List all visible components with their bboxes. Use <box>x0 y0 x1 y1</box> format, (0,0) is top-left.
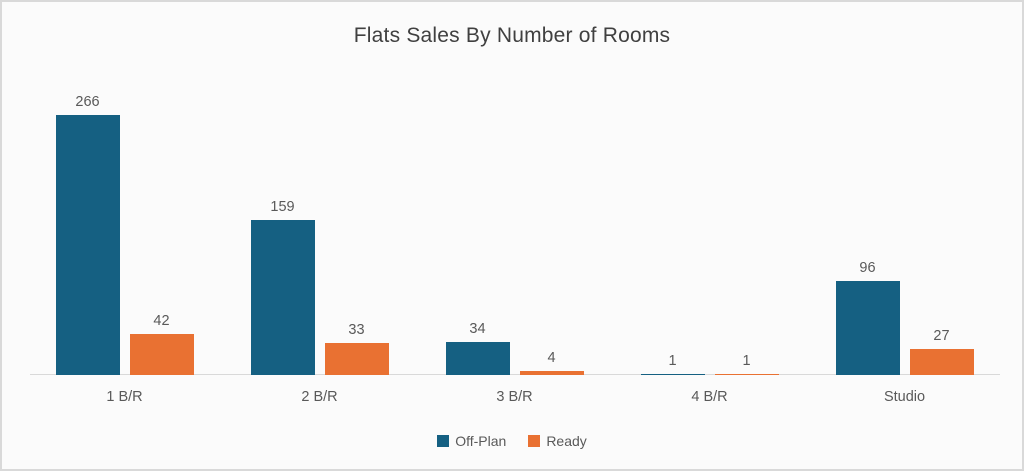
bar-wrap: 1 <box>640 352 705 375</box>
bar-ready <box>324 343 389 375</box>
bar-group: 266 42 <box>27 80 222 375</box>
chart-title: Flats Sales By Number of Rooms <box>353 24 671 47</box>
bar-wrap: 42 <box>129 312 194 375</box>
x-axis-line <box>30 374 1000 375</box>
bar-off-plan <box>835 281 900 375</box>
category-label: Studio <box>883 389 926 405</box>
bar-wrap: 33 <box>324 321 389 375</box>
bar-group: 96 27 <box>807 80 1002 375</box>
data-label: 1 <box>668 352 677 369</box>
bar-off-plan <box>445 342 510 375</box>
legend-item-ready: Ready <box>528 433 587 449</box>
data-label: 42 <box>153 312 170 329</box>
bar-wrap: 34 <box>445 320 510 375</box>
data-label: 4 <box>547 349 556 366</box>
bar-ready <box>129 334 194 375</box>
data-label: 159 <box>270 198 295 215</box>
bar-off-plan <box>55 115 120 375</box>
data-label: 266 <box>75 93 100 110</box>
legend-label: Ready <box>546 433 587 449</box>
bar-group: 159 33 <box>222 80 417 375</box>
bar-wrap: 266 <box>55 93 120 375</box>
bar-wrap: 27 <box>909 327 974 375</box>
bar-off-plan <box>640 374 705 375</box>
data-label: 27 <box>933 327 950 344</box>
data-label: 96 <box>859 259 876 276</box>
bar-group: 34 4 <box>417 80 612 375</box>
legend: Off-Plan Ready <box>2 433 1022 449</box>
bar-ready <box>714 374 779 375</box>
data-label: 1 <box>742 352 751 369</box>
legend-label: Off-Plan <box>455 433 507 449</box>
bar-wrap: 4 <box>519 349 584 375</box>
bar-ready <box>519 371 584 375</box>
data-label: 33 <box>348 321 365 338</box>
bar-wrap: 1 <box>714 352 779 375</box>
legend-swatch-icon <box>528 435 541 447</box>
category-label: 4 B/R <box>691 389 728 405</box>
legend-swatch-icon <box>437 435 450 447</box>
bar-wrap: 96 <box>835 259 900 375</box>
data-label: 34 <box>469 320 486 337</box>
category-label: 3 B/R <box>496 389 533 405</box>
category-label: 2 B/R <box>301 389 338 405</box>
category-label: 1 B/R <box>106 389 143 405</box>
bar-off-plan <box>250 220 315 375</box>
legend-item-off-plan: Off-Plan <box>437 433 506 449</box>
bar-wrap: 159 <box>250 198 315 375</box>
bar-ready <box>909 349 974 375</box>
